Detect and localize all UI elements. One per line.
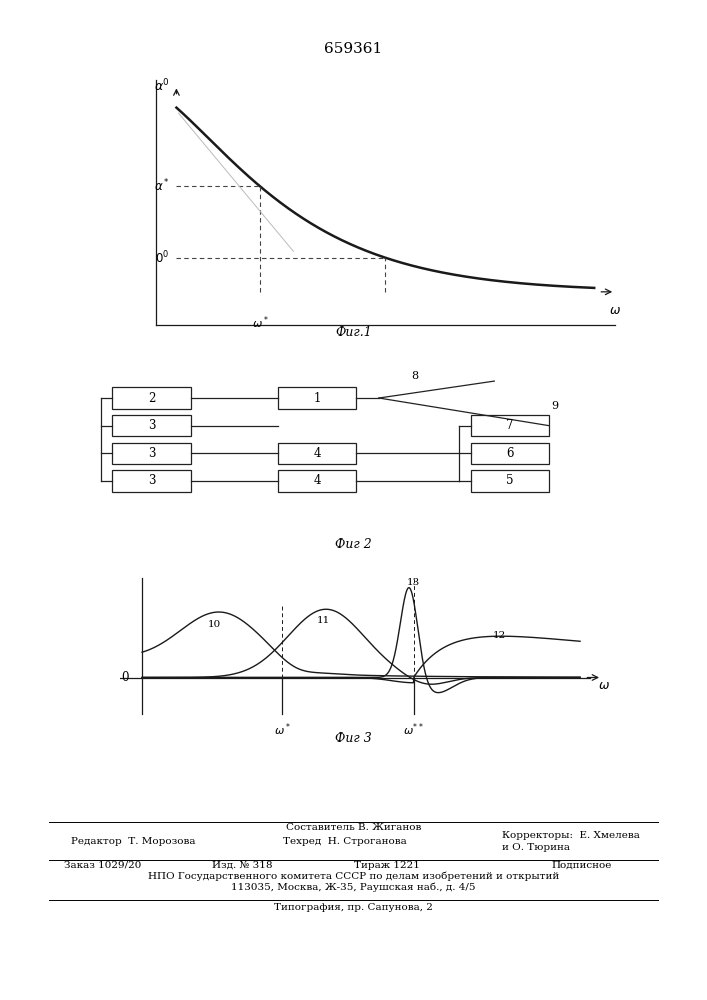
Text: $\omega^*$: $\omega^*$ [252, 314, 269, 331]
Text: 10: 10 [208, 620, 221, 629]
Bar [471, 415, 549, 436]
Text: Корректоры:  Е. Хмелева: Корректоры: Е. Хмелева [502, 831, 640, 840]
Text: 7: 7 [506, 419, 514, 432]
Text: 13: 13 [407, 578, 420, 587]
Text: $\alpha^0$: $\alpha^0$ [154, 77, 170, 94]
Text: 11: 11 [317, 616, 331, 625]
Text: $\omega$: $\omega$ [598, 679, 610, 692]
Text: 5: 5 [506, 474, 514, 487]
Text: и О. Тюрина: и О. Тюрина [502, 843, 570, 852]
Text: 0: 0 [122, 671, 129, 684]
Bar [278, 443, 356, 464]
Text: Фиг.1: Фиг.1 [335, 326, 372, 339]
Text: 1: 1 [313, 392, 320, 405]
Text: Типография, пр. Сапунова, 2: Типография, пр. Сапунова, 2 [274, 903, 433, 912]
Text: $\alpha^*$: $\alpha^*$ [154, 178, 170, 195]
Text: 3: 3 [148, 474, 156, 487]
Text: 9: 9 [551, 401, 559, 411]
Bar [471, 470, 549, 492]
Bar [471, 443, 549, 464]
Text: НПО Государственного комитета СССР по делам изобретений и открытий: НПО Государственного комитета СССР по де… [148, 871, 559, 881]
Text: Тираж 1221: Тираж 1221 [354, 861, 419, 870]
Text: $\omega^{**}$: $\omega^{**}$ [403, 722, 424, 738]
Bar [112, 415, 191, 436]
Text: 4: 4 [313, 447, 321, 460]
Text: 113035, Москва, Ж-35, Раушская наб., д. 4/5: 113035, Москва, Ж-35, Раушская наб., д. … [231, 882, 476, 892]
Text: Фиг 3: Фиг 3 [335, 732, 372, 745]
Bar [112, 387, 191, 409]
Text: 3: 3 [148, 447, 156, 460]
Text: 12: 12 [493, 631, 506, 640]
Text: Техред  Н. Строганова: Техред Н. Строганова [283, 837, 407, 846]
Bar [278, 470, 356, 492]
Text: $0^0$: $0^0$ [155, 249, 169, 266]
Bar [112, 470, 191, 492]
Text: Изд. № 318: Изд. № 318 [212, 861, 273, 870]
Text: 659361: 659361 [325, 42, 382, 56]
Text: 4: 4 [313, 474, 321, 487]
Text: 2: 2 [148, 392, 155, 405]
Text: Фиг 2: Фиг 2 [335, 538, 372, 551]
Text: Подписное: Подписное [551, 861, 612, 870]
Text: Заказ 1029/20: Заказ 1029/20 [64, 861, 141, 870]
Bar [112, 443, 191, 464]
Bar [278, 387, 356, 409]
Text: Редактор  Т. Морозова: Редактор Т. Морозова [71, 837, 195, 846]
Text: $\omega$: $\omega$ [609, 304, 621, 317]
Text: Составитель В. Жиганов: Составитель В. Жиганов [286, 823, 421, 832]
Text: 8: 8 [411, 371, 419, 381]
Text: 6: 6 [506, 447, 514, 460]
Text: $\omega^*$: $\omega^*$ [274, 722, 291, 738]
Text: 3: 3 [148, 419, 156, 432]
